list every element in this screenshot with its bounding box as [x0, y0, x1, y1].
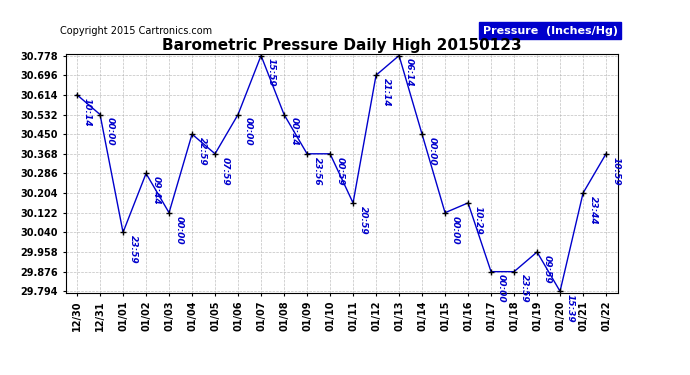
Text: 10:59: 10:59	[611, 157, 620, 185]
Text: 09:59: 09:59	[542, 255, 551, 284]
Text: 21:14: 21:14	[382, 78, 391, 106]
Text: 23:56: 23:56	[313, 157, 322, 185]
Text: 22:59: 22:59	[197, 137, 206, 165]
Text: 07:59: 07:59	[221, 157, 230, 185]
Text: Copyright 2015 Cartronics.com: Copyright 2015 Cartronics.com	[60, 26, 212, 36]
Text: 00:00: 00:00	[106, 117, 115, 146]
Text: 23:59: 23:59	[520, 274, 529, 303]
Text: 10:14: 10:14	[83, 98, 92, 126]
Text: Pressure  (Inches/Hg): Pressure (Inches/Hg)	[482, 26, 618, 36]
Text: 15:59: 15:59	[266, 58, 275, 87]
Text: 00:00: 00:00	[451, 216, 460, 244]
Text: 00:00: 00:00	[497, 274, 506, 303]
Title: Barometric Pressure Daily High 20150123: Barometric Pressure Daily High 20150123	[161, 38, 522, 53]
Text: 00:14: 00:14	[290, 117, 299, 146]
Text: 15:39: 15:39	[566, 294, 575, 323]
Text: 00:00: 00:00	[428, 137, 437, 165]
Text: 00:00: 00:00	[244, 117, 253, 146]
Text: 06:14: 06:14	[404, 58, 413, 87]
Text: 23:44: 23:44	[589, 196, 598, 225]
Text: 23:59: 23:59	[128, 235, 137, 264]
Text: 09:44: 09:44	[152, 176, 161, 205]
Text: 20:59: 20:59	[359, 206, 368, 234]
Text: 10:29: 10:29	[473, 206, 482, 234]
Text: 00:00: 00:00	[175, 216, 184, 244]
Text: 00:59: 00:59	[335, 157, 344, 185]
